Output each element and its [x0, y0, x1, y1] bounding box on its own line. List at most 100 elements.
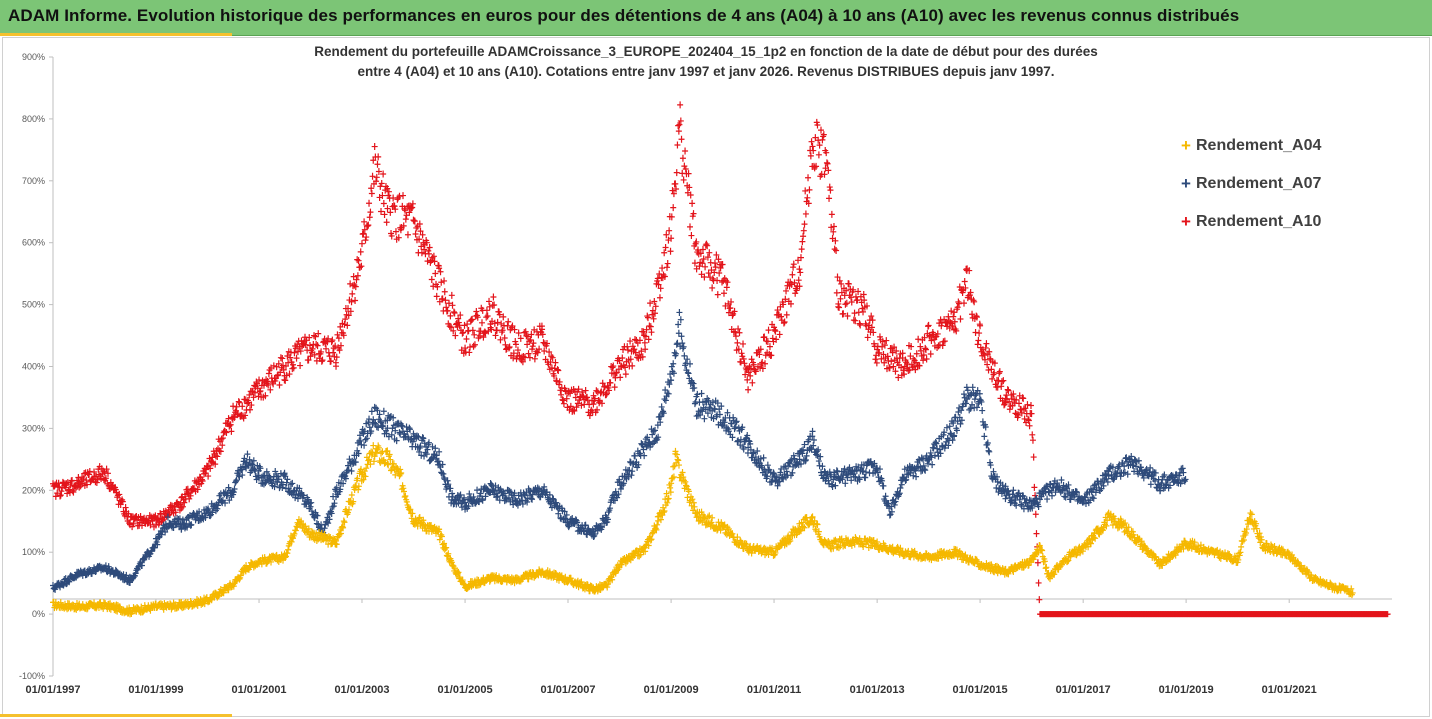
data-point [298, 517, 305, 525]
data-point [1010, 390, 1017, 398]
data-point [688, 232, 695, 240]
data-point [736, 329, 743, 337]
data-point [247, 406, 254, 414]
data-point [1020, 394, 1027, 402]
data-point [398, 422, 405, 430]
data-point [921, 465, 928, 473]
data-point [220, 589, 227, 597]
data-point [699, 407, 706, 415]
data-point [556, 378, 563, 386]
data-point [916, 362, 923, 370]
data-point [1161, 471, 1168, 479]
data-point [552, 359, 559, 367]
data-point [488, 325, 495, 333]
data-point [656, 270, 663, 278]
data-point [257, 387, 264, 395]
data-point [826, 194, 833, 202]
data-point [375, 153, 382, 161]
data-point [412, 230, 419, 238]
data-point [67, 481, 74, 489]
data-point [836, 304, 843, 312]
data-point [812, 525, 819, 533]
data-point [637, 551, 644, 559]
data-point [448, 291, 455, 299]
chart-axes: -100%0%100%200%300%400%500%600%700%800%9… [19, 52, 1392, 696]
data-point [289, 365, 296, 373]
data-point [943, 322, 950, 330]
data-point [862, 474, 869, 482]
data-point [652, 302, 659, 310]
data-point [644, 314, 651, 322]
data-point [225, 586, 232, 594]
data-point [130, 520, 137, 528]
data-point [673, 185, 680, 193]
data-point [441, 277, 448, 285]
data-point [498, 328, 505, 336]
data-point [897, 484, 904, 492]
data-point [315, 330, 322, 338]
data-point [69, 487, 76, 495]
data-point [617, 362, 624, 370]
data-point [1013, 501, 1020, 509]
data-point [720, 289, 727, 297]
data-point [1104, 478, 1111, 486]
data-point [814, 451, 821, 459]
data-point [991, 359, 998, 367]
data-point [433, 451, 440, 459]
data-point [307, 352, 314, 360]
data-point [690, 210, 697, 218]
data-point [519, 500, 526, 508]
data-point [986, 355, 993, 363]
data-point [643, 326, 650, 334]
data-point [662, 396, 669, 404]
data-point [697, 411, 704, 419]
data-point [941, 337, 948, 345]
data-point [958, 406, 965, 414]
data-point [402, 215, 409, 223]
data-point [409, 509, 416, 517]
data-point [429, 443, 436, 451]
y-tick-label: 300% [22, 423, 45, 433]
data-point [720, 522, 727, 530]
data-point [670, 473, 677, 481]
data-point [406, 208, 413, 216]
data-point [675, 329, 682, 337]
data-point [943, 424, 950, 432]
data-point [442, 296, 449, 304]
data-point [922, 344, 929, 352]
y-tick-label: -100% [19, 671, 45, 681]
data-point [808, 445, 815, 453]
data-point [615, 490, 622, 498]
data-point [541, 483, 548, 491]
data-point [709, 275, 716, 283]
data-point [647, 299, 654, 307]
data-point [416, 514, 423, 522]
data-point [1092, 488, 1099, 496]
data-point [1029, 504, 1036, 512]
data-point [528, 331, 535, 339]
data-point [899, 349, 906, 357]
data-point [953, 426, 960, 434]
data-point [745, 386, 752, 394]
data-point [765, 550, 772, 558]
data-point [363, 233, 370, 241]
data-point [132, 569, 139, 577]
data-point [668, 376, 675, 384]
data-point [664, 260, 671, 268]
data-point [783, 311, 790, 319]
data-point [856, 475, 863, 483]
data-point [378, 179, 385, 187]
data-point [619, 354, 626, 362]
data-point [733, 417, 740, 425]
data-point [503, 345, 510, 353]
data-point [814, 121, 821, 129]
data-point [917, 347, 924, 355]
data-point [951, 318, 958, 326]
data-point [354, 256, 361, 264]
data-point [949, 436, 956, 444]
data-point [971, 395, 978, 403]
data-point [888, 508, 895, 516]
data-point [650, 315, 657, 323]
data-point [862, 468, 869, 476]
data-point [641, 452, 648, 460]
